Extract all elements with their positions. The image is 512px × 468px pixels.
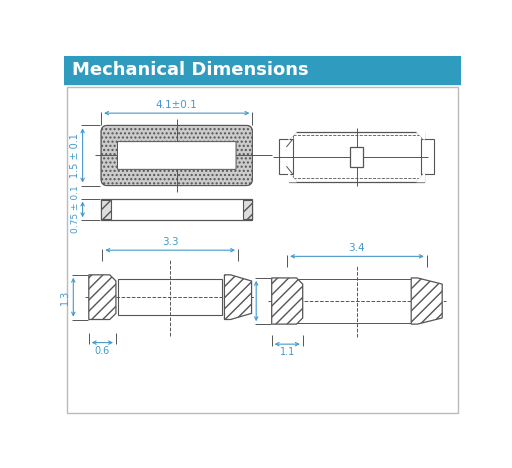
- FancyBboxPatch shape: [117, 142, 236, 169]
- Polygon shape: [272, 278, 303, 324]
- Polygon shape: [289, 174, 296, 182]
- Polygon shape: [289, 132, 296, 139]
- Polygon shape: [417, 132, 424, 139]
- FancyBboxPatch shape: [101, 125, 252, 185]
- Text: 1.3: 1.3: [60, 290, 70, 305]
- Bar: [295, 279, 419, 322]
- Bar: [289, 132, 424, 182]
- Text: 0.6: 0.6: [95, 346, 110, 356]
- Text: 0.75 ± 0.1: 0.75 ± 0.1: [71, 185, 79, 233]
- Bar: [420, 139, 435, 174]
- Text: 4.1±0.1: 4.1±0.1: [156, 100, 198, 110]
- Polygon shape: [411, 278, 442, 324]
- Text: 1.1: 1.1: [280, 347, 295, 357]
- Bar: [118, 279, 222, 315]
- Bar: [350, 146, 363, 167]
- FancyBboxPatch shape: [101, 125, 252, 185]
- Bar: [101, 198, 252, 220]
- Polygon shape: [417, 174, 424, 182]
- Bar: [279, 139, 293, 174]
- Text: 3.3: 3.3: [162, 237, 179, 247]
- Polygon shape: [224, 275, 251, 320]
- Text: 3.4: 3.4: [349, 243, 365, 253]
- Bar: [101, 200, 111, 219]
- Bar: [243, 200, 252, 219]
- Text: 1.9: 1.9: [243, 293, 253, 308]
- Bar: [64, 56, 461, 84]
- Polygon shape: [89, 275, 116, 320]
- Text: 1.5 ± 0.1: 1.5 ± 0.1: [70, 133, 79, 178]
- Text: Mechanical Dimensions: Mechanical Dimensions: [72, 61, 308, 79]
